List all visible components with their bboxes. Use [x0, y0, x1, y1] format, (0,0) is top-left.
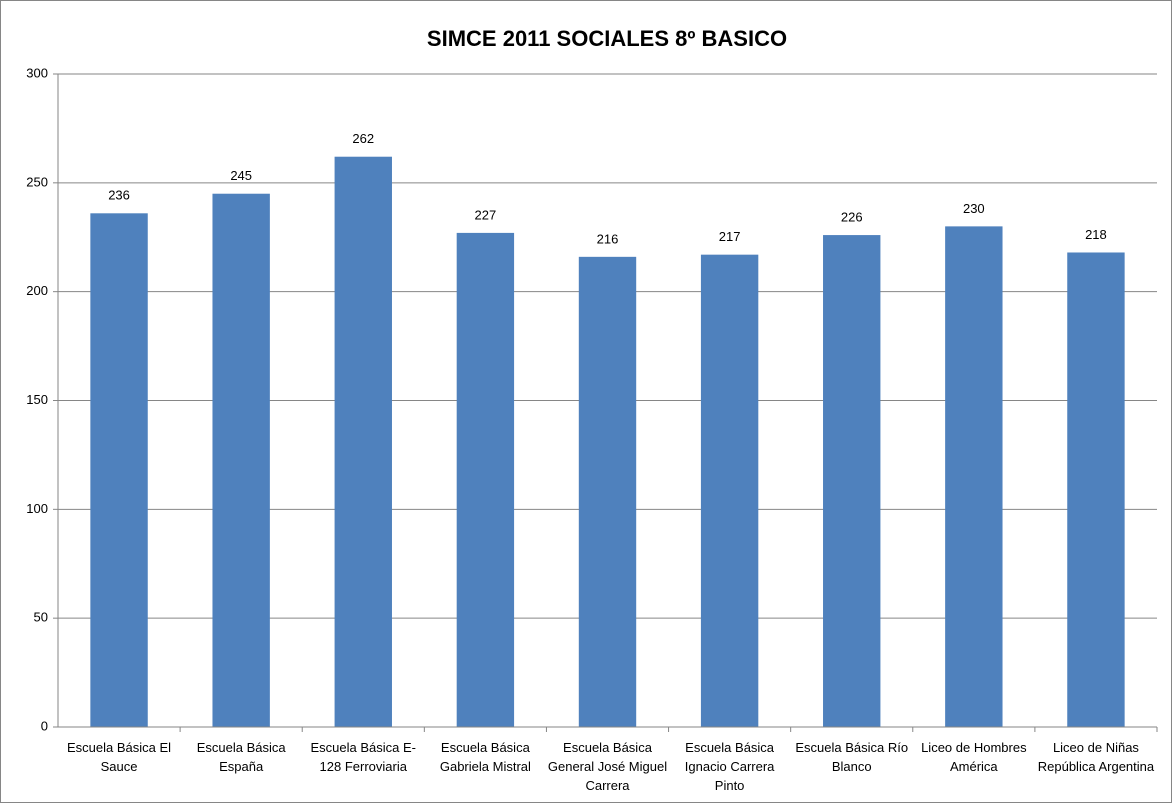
- y-tick-label: 100: [26, 501, 48, 516]
- y-tick-label: 250: [26, 174, 48, 189]
- data-label: 245: [230, 168, 252, 183]
- x-tick-label: Escuela Básica Gabriela Mistral: [439, 740, 531, 774]
- bar: [945, 226, 1003, 727]
- bar: [700, 254, 759, 727]
- y-tick-label: 0: [41, 718, 48, 733]
- y-tick-label: 150: [26, 392, 48, 407]
- data-label: 230: [963, 201, 985, 216]
- data-label: 226: [841, 210, 863, 225]
- bar: [334, 156, 392, 728]
- bar: [456, 232, 515, 727]
- data-label: 236: [108, 188, 130, 203]
- data-label: 216: [597, 231, 619, 246]
- x-tick-label: Liceo de Hombres América: [921, 740, 1027, 774]
- data-label: 218: [1085, 227, 1107, 242]
- data-label: 217: [719, 229, 741, 244]
- bar: [212, 193, 270, 727]
- bar: [823, 235, 881, 727]
- x-tick-label: Escuela Básica E-128 Ferroviaria: [310, 740, 417, 774]
- x-tick-label: Escuela Básica España: [196, 740, 286, 774]
- x-tick-label: Escuela Básica Río Blanco: [795, 740, 909, 774]
- y-tick-label: 300: [26, 65, 48, 80]
- x-tick-label: Escuela Básica Ignacio Carrera Pinto: [684, 740, 775, 793]
- chart-title: SIMCE 2011 SOCIALES 8º BASICO: [427, 26, 787, 51]
- x-tick-label: Escuela Básica General José Miguel Carre…: [547, 740, 668, 793]
- x-tick-label: Liceo de Niñas República Argentina: [1037, 740, 1155, 774]
- y-tick-label: 200: [26, 283, 48, 298]
- x-tick-label: Escuela Básica El Sauce: [67, 740, 172, 774]
- y-tick-label: 50: [34, 610, 48, 625]
- bar: [1067, 252, 1125, 727]
- bar: [90, 213, 148, 728]
- data-label: 262: [352, 131, 374, 146]
- data-label: 227: [475, 207, 497, 222]
- bar: [578, 256, 637, 727]
